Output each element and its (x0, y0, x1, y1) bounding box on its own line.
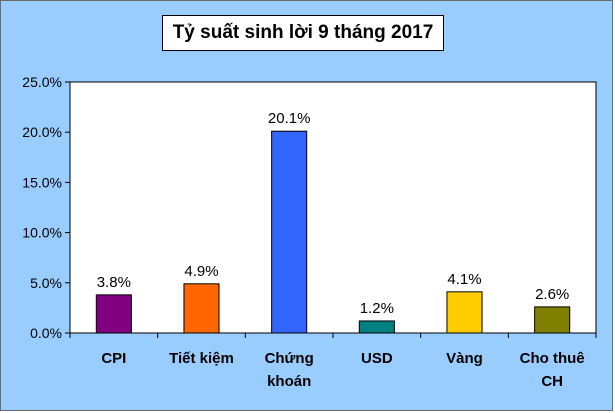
y-tick-label: 10.0% (22, 225, 62, 241)
category-label: Vàng (446, 350, 483, 367)
y-axis: 0.0% 5.0% 10.0% 15.0% 20.0% 25.0% (22, 74, 71, 341)
category-label: Chứng (265, 350, 314, 367)
data-label: 1.2% (360, 300, 394, 317)
y-tick-label: 0.0% (30, 325, 62, 341)
bar (446, 291, 483, 334)
data-labels: 3.8% 4.9% 20.1% 1.2% 4.1% 2.6% (97, 110, 570, 317)
bar (534, 306, 571, 334)
data-label: 3.8% (97, 274, 131, 291)
bar (358, 320, 395, 334)
bars (95, 130, 571, 334)
plot-area (69, 81, 597, 334)
chart-title: Tỷ suất sinh lời 9 tháng 2017 (162, 15, 444, 51)
x-axis: CPI Tiết kiệm Chứng khoán USD Vàng Cho thuê CH (69, 333, 597, 390)
y-tick-label: 20.0% (22, 124, 62, 140)
y-tick-label: 25.0% (22, 74, 62, 90)
data-label: 2.6% (535, 286, 569, 303)
bar (183, 283, 220, 334)
y-tick-label: 5.0% (30, 275, 62, 291)
data-label: 4.1% (447, 271, 481, 288)
y-tick-label: 15.0% (22, 174, 62, 190)
category-label: khoán (267, 373, 311, 390)
category-label: CH (541, 373, 563, 390)
data-label: 20.1% (268, 110, 311, 127)
bar (271, 130, 308, 334)
data-label: 4.9% (184, 263, 218, 280)
category-label: CPI (101, 350, 126, 367)
category-label: Tiết kiệm (169, 350, 234, 367)
category-label: Cho thuê (520, 350, 585, 367)
category-label: USD (361, 350, 393, 367)
bar (95, 294, 132, 334)
